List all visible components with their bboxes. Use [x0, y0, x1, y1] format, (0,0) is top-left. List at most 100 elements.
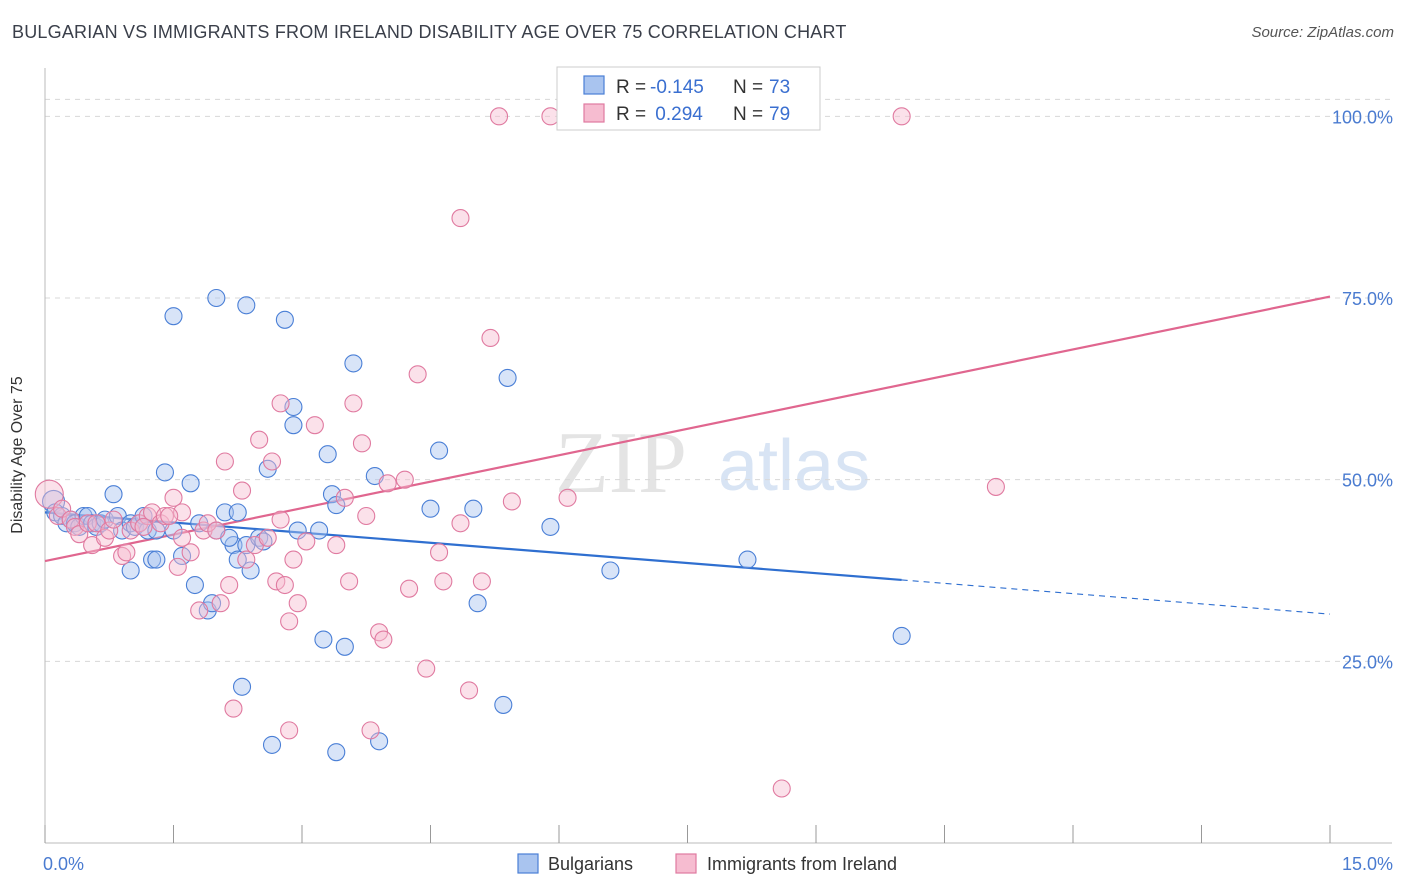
- data-point-ireland: [430, 543, 449, 562]
- data-point-ireland: [400, 579, 419, 598]
- data-point-bulgarians: [237, 296, 256, 315]
- data-point-ireland: [986, 477, 1005, 496]
- data-point-bulgarians: [185, 575, 204, 595]
- series-legend: Bulgarians Immigrants from Ireland: [517, 853, 897, 874]
- data-point-ireland: [541, 107, 560, 126]
- data-points: [34, 107, 1005, 798]
- data-point-ireland: [395, 470, 414, 489]
- stats-legend-swatch-pink: [583, 103, 605, 123]
- data-point-bulgarians: [892, 626, 911, 645]
- data-point-ireland: [100, 521, 119, 540]
- data-point-ireland: [352, 434, 372, 453]
- stats-legend-swatch-blue: [583, 75, 605, 95]
- data-point-bulgarians: [464, 499, 483, 518]
- legend-label-ireland: Immigrants from Ireland: [707, 854, 897, 874]
- data-point-ireland: [489, 107, 509, 126]
- y-tick-label: 50.0%: [1342, 471, 1393, 491]
- data-point-bulgarians: [262, 735, 282, 754]
- data-point-ireland: [558, 488, 577, 507]
- chart-title: BULGARIAN VS IMMIGRANTS FROM IRELAND DIS…: [12, 22, 847, 42]
- y-tick-label: 25.0%: [1342, 652, 1393, 672]
- data-point-bulgarians: [241, 561, 260, 580]
- data-point-bulgarians: [327, 743, 346, 762]
- trend-line-bulgarians: [44, 511, 902, 582]
- data-point-ireland: [34, 479, 64, 509]
- data-point-ireland: [211, 594, 230, 613]
- data-point-ireland: [262, 452, 282, 471]
- data-point-ireland: [284, 550, 303, 569]
- data-point-ireland: [215, 452, 234, 471]
- data-point-ireland: [288, 594, 307, 613]
- trend-line-bulgarians-extrapolated: [901, 579, 1331, 615]
- data-point-bulgarians: [207, 288, 226, 308]
- stats-n-label-pink: N =: [733, 104, 763, 125]
- data-point-bulgarians: [215, 503, 234, 522]
- data-point-bulgarians: [430, 441, 449, 460]
- data-point-ireland: [134, 517, 153, 536]
- data-point-ireland: [344, 394, 363, 413]
- y-axis-label: Disability Age Over 75: [9, 376, 26, 534]
- data-point-ireland: [280, 612, 299, 631]
- data-point-bulgarians: [181, 474, 200, 493]
- stats-r-value-pink: 0.294: [650, 104, 703, 125]
- watermark-atlas: atlas: [718, 426, 870, 506]
- data-point-ireland: [374, 630, 393, 649]
- data-point-bulgarians: [143, 550, 162, 569]
- data-point-ireland: [772, 779, 791, 798]
- data-point-ireland: [258, 528, 277, 547]
- y-tick-label: 100.0%: [1332, 107, 1393, 127]
- data-point-bulgarians: [228, 503, 247, 522]
- data-point-bulgarians: [344, 354, 363, 373]
- trend-lines: [44, 295, 1331, 615]
- data-point-ireland: [378, 474, 397, 493]
- stats-legend: R = -0.145 N = 73 R = 0.294 N = 79: [556, 66, 821, 131]
- data-point-ireland: [237, 550, 256, 569]
- data-point-ireland: [481, 328, 500, 348]
- data-point-ireland: [451, 209, 470, 228]
- axes: [44, 68, 1392, 844]
- data-point-bulgarians: [468, 594, 487, 613]
- data-point-ireland: [280, 721, 299, 740]
- stats-n-label-blue: N =: [733, 77, 763, 98]
- legend-label-bulgarians: Bulgarians: [548, 854, 633, 874]
- stats-r-value-blue: -0.145: [650, 77, 704, 98]
- data-point-ireland: [220, 575, 239, 595]
- data-point-ireland: [224, 699, 243, 718]
- data-point-ireland: [327, 536, 346, 555]
- data-point-ireland: [892, 107, 911, 126]
- data-point-ireland: [340, 572, 359, 591]
- data-point-ireland: [305, 416, 324, 435]
- source-label: Source: ZipAtlas.com: [1251, 24, 1394, 41]
- stats-n-value-blue: 73: [769, 77, 790, 98]
- data-point-ireland: [451, 514, 470, 533]
- x-tick-label-min: 0.0%: [43, 854, 84, 874]
- data-point-ireland: [155, 506, 174, 526]
- legend-swatch-ireland: [675, 853, 697, 874]
- y-tick-label: 75.0%: [1342, 289, 1393, 309]
- data-point-ireland: [297, 532, 316, 551]
- x-tick-label-max: 15.0%: [1342, 854, 1393, 874]
- watermark-zip: ZIP: [555, 415, 687, 512]
- data-point-bulgarians: [232, 677, 252, 696]
- data-point-bulgarians: [310, 521, 329, 540]
- data-point-ireland: [335, 488, 354, 507]
- data-point-ireland: [459, 681, 479, 700]
- data-point-ireland: [190, 601, 209, 620]
- data-point-bulgarians: [147, 550, 166, 569]
- tick-labels: 25.0% 50.0% 75.0% 100.0% 0.0% 15.0%: [43, 107, 1393, 874]
- data-point-bulgarians: [314, 630, 333, 649]
- stats-n-value-pink: 79: [769, 104, 790, 125]
- data-point-ireland: [502, 492, 521, 511]
- data-point-ireland: [164, 488, 183, 507]
- data-point-bulgarians: [421, 499, 440, 518]
- data-point-bulgarians: [498, 368, 517, 387]
- data-point-ireland: [361, 721, 380, 740]
- data-point-ireland: [357, 506, 376, 526]
- data-point-ireland: [117, 543, 136, 562]
- data-point-ireland: [408, 365, 427, 384]
- data-point-ireland: [472, 572, 491, 591]
- data-point-ireland: [250, 430, 269, 449]
- data-point-bulgarians: [121, 561, 140, 580]
- data-point-ireland: [275, 575, 294, 595]
